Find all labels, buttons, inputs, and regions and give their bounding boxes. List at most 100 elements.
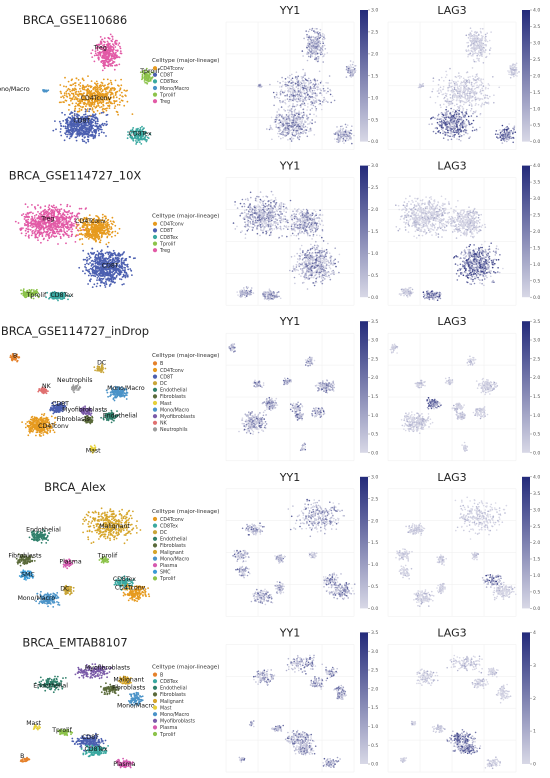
- expression-point: [327, 87, 329, 90]
- cell-point: [112, 43, 114, 45]
- expression-point: [314, 97, 317, 99]
- expression-point: [297, 87, 300, 90]
- expression-point: [477, 79, 480, 81]
- expression-point: [458, 99, 461, 101]
- cell-point: [81, 238, 84, 240]
- expression-point: [421, 85, 423, 87]
- cluster-label: Mono/Macro: [0, 86, 30, 93]
- expression-point: [474, 47, 476, 50]
- cell-point: [135, 138, 138, 140]
- cell-point: [77, 104, 79, 107]
- expression-point: [291, 111, 293, 113]
- expression-point: [477, 53, 480, 56]
- expression-point: [307, 106, 309, 108]
- expression-point: [354, 69, 357, 72]
- cell-point: [78, 134, 81, 137]
- expression-point: [313, 102, 316, 104]
- expression-point: [287, 81, 289, 83]
- expression-point: [299, 81, 302, 83]
- cell-point: [59, 84, 62, 86]
- cell-point: [75, 90, 78, 93]
- expression-point: [295, 71, 298, 73]
- cell-point: [65, 90, 68, 93]
- expression-point: [279, 90, 282, 93]
- expression-point: [481, 42, 483, 45]
- cell-point: [72, 127, 75, 130]
- cell-point: [78, 93, 80, 96]
- expression-point: [447, 129, 449, 132]
- expression-point: [457, 107, 460, 110]
- expression-point: [312, 87, 314, 89]
- cell-point: [117, 84, 119, 87]
- cell-point: [66, 135, 68, 138]
- expression-point: [317, 49, 320, 51]
- expression-point: [333, 99, 336, 102]
- expression-point: [279, 133, 281, 135]
- expression-point: [439, 89, 442, 92]
- expression-point: [465, 127, 467, 129]
- cell-point: [91, 115, 94, 118]
- expression-point: [472, 112, 474, 115]
- expression-point: [292, 114, 295, 116]
- cell-point: [82, 88, 84, 91]
- expression-point: [472, 45, 475, 48]
- gene-title: LAG3: [437, 4, 466, 17]
- cell-point: [108, 82, 110, 85]
- cell-point: [86, 84, 89, 86]
- cell-point: [98, 124, 101, 127]
- expression-point: [285, 127, 288, 130]
- expression-point: [472, 48, 475, 50]
- expression-point: [472, 92, 475, 94]
- cell-point: [101, 57, 104, 59]
- expression-point: [504, 134, 507, 137]
- expression-point: [298, 125, 301, 128]
- colorbar: [360, 10, 368, 142]
- cell-point: [90, 97, 92, 100]
- cell-point: [91, 102, 93, 105]
- expression-point: [294, 133, 296, 136]
- colorbar-tick-label: 0.5: [371, 117, 378, 123]
- cell-point: [95, 98, 97, 101]
- expression-point: [283, 128, 286, 130]
- cell-point: [123, 259, 126, 262]
- cell-point: [105, 120, 108, 123]
- expression-point: [277, 126, 280, 129]
- cell-point: [101, 38, 104, 41]
- expression-point: [280, 85, 283, 88]
- expression-point: [275, 94, 278, 96]
- expression-point: [487, 87, 490, 90]
- cell-point: [110, 227, 113, 230]
- expression-point: [323, 34, 326, 36]
- expression-point: [300, 112, 303, 114]
- expression-point: [314, 121, 317, 123]
- expression-point: [453, 125, 455, 128]
- expression-point: [321, 94, 323, 96]
- expression-point: [288, 87, 291, 89]
- cell-point: [87, 228, 90, 230]
- expression-point: [442, 132, 444, 135]
- cell-point: [55, 128, 57, 131]
- expression-point: [284, 78, 287, 80]
- expression-point: [480, 105, 482, 107]
- expression-point: [314, 92, 317, 94]
- cell-point: [116, 50, 119, 52]
- cell-point: [107, 104, 109, 107]
- expression-point: [487, 102, 490, 105]
- expression-point: [300, 87, 302, 89]
- expression-point: [461, 123, 463, 125]
- expression-point: [466, 92, 469, 95]
- expression-point: [292, 104, 294, 106]
- expression-point: [459, 134, 461, 136]
- cell-point: [101, 226, 103, 229]
- expression-point: [299, 89, 302, 91]
- colorbar-tick-label: 2.0: [533, 73, 540, 79]
- cell-point: [103, 67, 106, 70]
- cell-point: [104, 41, 106, 44]
- expression-point: [291, 87, 293, 90]
- expression-point: [295, 129, 298, 132]
- expression-point: [321, 108, 323, 111]
- expression-point: [482, 85, 485, 87]
- expression-point: [469, 27, 472, 30]
- expression-point: [510, 73, 512, 76]
- cell-point: [109, 98, 112, 100]
